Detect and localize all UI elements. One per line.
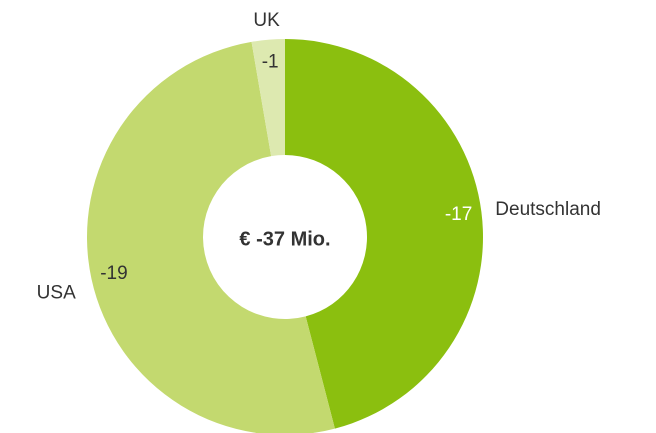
- category-label: UK: [253, 10, 280, 31]
- slice: [251, 39, 285, 157]
- slice: [285, 39, 484, 429]
- value-label: -19: [100, 263, 127, 284]
- category-label: USA: [37, 283, 76, 304]
- slice: [87, 41, 335, 433]
- value-label: -17: [445, 204, 472, 225]
- value-label: -1: [262, 52, 279, 73]
- category-label: Deutschland: [495, 199, 601, 220]
- center-label: € -37 Mio.: [239, 228, 330, 250]
